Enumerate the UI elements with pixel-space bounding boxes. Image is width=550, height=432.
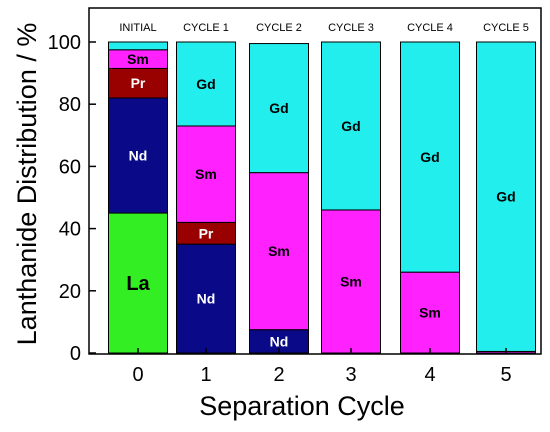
bar-segment-nd [108,97,168,214]
y-tick-label: 80 [59,94,81,116]
segment-label-gd: Gd [341,118,360,134]
segment-label-sm: Sm [195,166,217,182]
cycle-label: CYCLE 5 [483,22,529,34]
x-tick-label: 3 [345,364,356,386]
y-ticks: 0 20 40 60 80 100 [48,32,96,365]
x-tick-label: 4 [424,364,435,386]
y-tick-label: 20 [59,281,81,303]
bar-segment-gd [108,41,168,51]
cycle-label: CYCLE 1 [183,22,229,34]
segment-label-pr: Pr [131,75,146,91]
x-tick-label: 2 [273,364,284,386]
segment-label-gd: Gd [420,149,439,165]
x-tick-label: 1 [200,364,211,386]
cycle-labels: INITIAL CYCLE 1 CYCLE 2 CYCLE 3 CYCLE 4 CYCLE… [119,22,529,34]
bar-segment-la [108,212,168,354]
x-tick-label: 0 [132,364,143,386]
cycle-label: CYCLE 2 [256,22,302,34]
bar-segment-gd [176,41,236,127]
cycle-label: INITIAL [119,22,156,34]
x-axis-title: Separation Cycle [199,391,405,421]
bars-layer: La Nd Pr Sm Nd Pr Sm Gd Nd Sm Gd Sm Gd Sm Gd Gd [108,41,536,354]
y-tick-label: 40 [59,219,81,241]
segment-label-sm: Sm [268,243,290,259]
x-tick-label: 5 [500,364,511,386]
y-tick-label: 0 [70,343,81,365]
plot-frame [88,7,542,355]
y-tick-label: 100 [48,32,81,54]
cycle-label: CYCLE 4 [407,22,453,34]
bar-segment-gd [321,41,381,211]
segment-label-gd: Gd [269,100,288,116]
bar-segment-gd [249,43,309,174]
bar-segment-sm [321,209,381,354]
segment-label-nd: Nd [270,333,289,349]
segment-label-sm: Sm [340,273,362,289]
y-tick-label: 60 [59,156,81,178]
segment-label-nd: Nd [129,148,148,164]
y-axis-title: Lanthanide Distribution / % [12,23,42,346]
segment-label-pr: Pr [199,225,214,241]
segment-label-sm: Sm [419,305,441,321]
axes-layer [88,7,542,355]
cycle-label: CYCLE 3 [328,22,374,34]
bar-segment-gd [476,41,536,352]
segment-label-la: La [126,273,150,295]
segment-label-nd: Nd [197,291,216,307]
bar-segment-sm [176,125,236,223]
segment-label-gd: Gd [496,189,515,205]
segment-label-gd: Gd [196,76,215,92]
bar-segment-gd [400,41,460,273]
segment-label-sm: Sm [127,51,149,67]
x-ticks: 0 1 2 3 4 5 [132,348,512,386]
